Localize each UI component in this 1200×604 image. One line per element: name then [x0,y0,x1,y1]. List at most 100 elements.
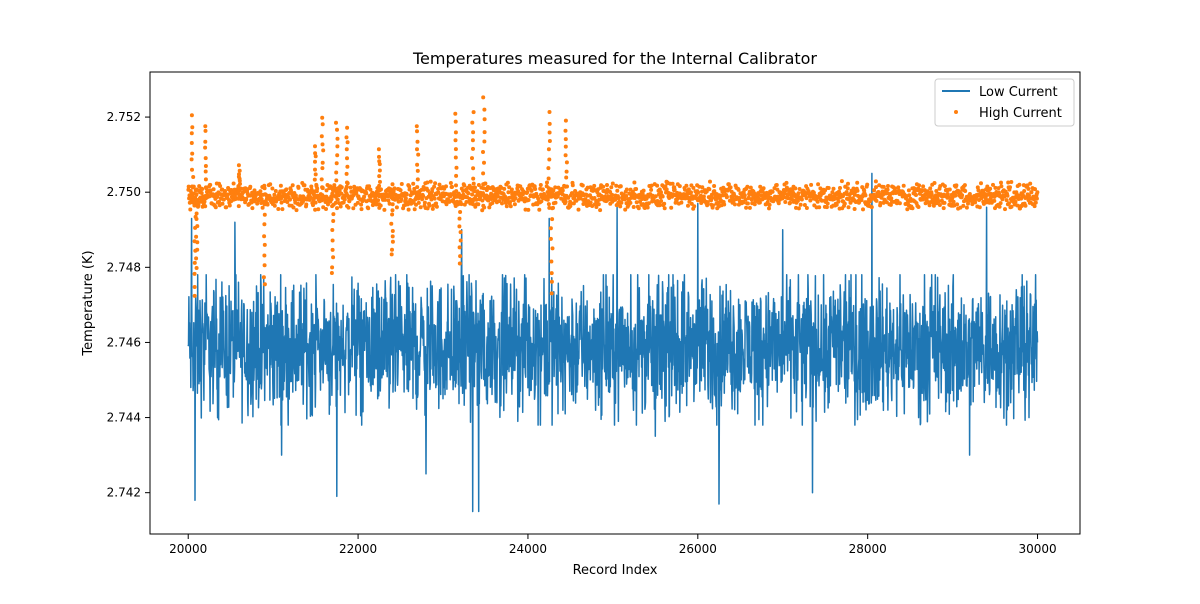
high-current-point [186,184,191,189]
high-current-point [767,202,772,207]
high-current-point [564,195,569,200]
high-current-point [830,190,835,195]
high-current-point [998,201,1003,206]
high-current-point [377,194,382,199]
high-current-point [237,187,242,192]
high-current-point [793,186,798,191]
high-current-point [330,265,335,270]
high-current-point [573,189,578,193]
high-current-point [788,200,792,205]
high-current-point [404,192,409,197]
x-axis: 20000 22000 24000 26000 28000 30000 [169,534,1057,556]
high-current-point [414,202,418,207]
high-current-point [961,203,966,208]
high-current-point [869,205,874,210]
high-current-point [878,201,883,205]
high-current-point [333,200,338,205]
high-current-point [954,183,959,188]
high-current-point [576,207,581,212]
high-current-point [624,194,629,198]
high-current-point [335,144,340,149]
high-current-point [412,186,417,191]
high-current-point [470,185,475,190]
high-current-point [808,198,813,203]
high-current-point [538,183,543,187]
high-current-point [382,207,387,212]
high-current-point [458,254,463,259]
high-current-point [845,186,850,191]
high-current-point [1002,194,1007,199]
high-current-point [403,196,408,201]
high-current-point [415,185,420,190]
high-current-point [313,200,318,205]
high-current-point [330,238,335,243]
high-current-point [354,191,359,196]
high-current-point [941,206,946,211]
high-current-point [905,207,910,212]
high-current-point [366,206,371,211]
high-current-point [1034,196,1039,201]
high-current-point [335,136,340,141]
high-current-point [321,148,326,153]
high-current-point [700,185,705,190]
high-current-point [809,182,814,187]
high-current-point [634,200,639,205]
high-current-point [960,193,965,198]
high-current-point [1023,203,1028,208]
high-current-point [203,185,208,190]
high-current-point [362,194,367,199]
high-current-point [335,193,340,198]
high-current-point [548,236,553,241]
high-current-point [784,180,789,185]
high-current-point [308,195,313,200]
high-current-point [537,207,542,212]
high-current-point [262,253,267,258]
high-current-point [421,194,426,198]
high-current-point [415,129,419,134]
high-current-point [328,184,333,189]
y-tick-label: 2.752 [107,110,141,124]
high-current-point [564,175,569,180]
high-current-point [999,184,1004,189]
high-current-point [314,182,319,187]
high-current-point [262,234,267,239]
high-current-point [270,186,275,191]
high-current-point [745,201,750,206]
high-current-point [947,187,952,192]
high-current-point [294,208,299,213]
high-current-point [394,205,399,210]
high-current-point [389,252,394,257]
high-current-point [914,193,918,197]
high-current-point [928,186,933,191]
high-current-point [192,271,197,276]
high-current-point [546,186,551,191]
high-current-point [190,151,195,156]
high-current-point [689,190,693,195]
high-current-point [570,183,575,188]
high-current-point [855,180,860,185]
x-tick-label: 28000 [849,542,887,556]
high-current-point [434,201,439,206]
high-current-point [373,196,378,201]
high-current-point [344,171,349,176]
high-current-point [202,199,207,204]
high-current-point [897,201,902,206]
high-current-point [195,240,200,245]
high-current-point [458,210,463,214]
high-current-point [481,95,486,100]
high-current-point [770,189,775,194]
high-current-point [480,198,485,203]
high-current-point [339,185,344,190]
high-current-point [834,202,839,207]
high-current-point [1008,185,1012,190]
high-current-point [262,263,267,268]
high-current-point [481,193,486,197]
high-current-point [330,247,335,252]
high-current-point [873,179,878,184]
high-current-point [482,130,487,135]
high-current-point [203,156,208,161]
high-current-point [509,187,514,192]
high-current-point [701,194,706,199]
y-tick-label: 2.750 [107,185,141,199]
high-current-point [261,275,266,280]
